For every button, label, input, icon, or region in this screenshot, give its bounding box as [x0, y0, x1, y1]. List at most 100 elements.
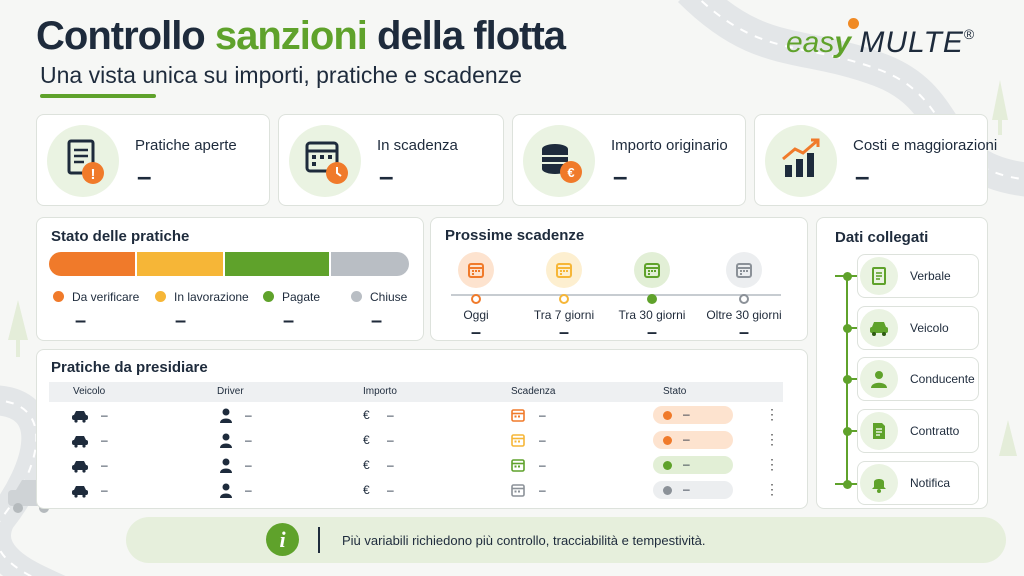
status-bar-segment-da-verificare — [49, 252, 135, 276]
euro-icon: € — [363, 408, 370, 422]
status-badge: – — [653, 431, 733, 449]
more-options-icon[interactable]: ⋮ — [765, 406, 779, 422]
calendar-icon — [511, 409, 525, 422]
person-icon — [220, 433, 232, 448]
prossime-scadenze-panel: Prossime scadenze Oggi – Tra 7 giorni – … — [430, 217, 808, 343]
legend-value: – — [283, 310, 295, 332]
car-icon — [72, 461, 88, 473]
stato-pratiche-panel: Stato delle pratiche Da verificare In la… — [36, 217, 424, 341]
legend-value: – — [175, 310, 187, 332]
person-icon — [220, 483, 232, 498]
deadline-value: – — [558, 322, 569, 342]
kpi-card-importo-originario[interactable]: € Importo originario – — [512, 114, 746, 206]
status-badge: – — [653, 481, 733, 499]
info-footer: i Più variabili richiedono più controllo… — [126, 517, 1006, 563]
calendar-icon — [634, 252, 670, 288]
linked-label: Veicolo — [910, 321, 949, 335]
deadline-label: Oltre 30 giorni — [706, 308, 782, 322]
column-header: Importo — [363, 386, 397, 397]
table-row[interactable]: – – € – – – ⋮ — [49, 454, 783, 478]
deadline-label: Tra 30 giorni — [618, 308, 686, 322]
contract-icon — [860, 412, 898, 450]
car-icon — [72, 411, 88, 423]
bell-icon — [860, 464, 898, 502]
status-badge: – — [653, 456, 733, 474]
deadline-label: Oggi — [463, 308, 489, 322]
section-title: Prossime scadenze — [445, 227, 585, 244]
more-options-icon[interactable]: ⋮ — [765, 431, 779, 447]
section-title: Dati collegati — [835, 229, 929, 246]
footer-divider — [318, 527, 320, 553]
page-subtitle: Una vista unica su importi, pratiche e s… — [40, 62, 522, 88]
status-badge: – — [653, 406, 733, 424]
person-icon — [860, 360, 898, 398]
pratiche-table-panel: Pratiche da presidiare Veicolo Driver Im… — [36, 349, 808, 509]
status-progress-bar — [49, 252, 409, 276]
legend-value: – — [75, 310, 87, 332]
table-row[interactable]: – – € – – – ⋮ — [49, 404, 783, 428]
timeline-line — [451, 294, 781, 296]
kpi-title: In scadenza — [377, 137, 458, 154]
section-title: Pratiche da presidiare — [51, 359, 208, 376]
kpi-card-in-scadenza[interactable]: In scadenza – — [278, 114, 504, 206]
euro-icon: € — [363, 458, 370, 472]
more-options-icon[interactable]: ⋮ — [765, 481, 779, 497]
kpi-value: – — [379, 161, 394, 191]
kpi-card-pratiche-aperte[interactable]: ! Pratiche aperte – — [36, 114, 270, 206]
svg-text:€: € — [567, 165, 574, 180]
kpi-card-costi-maggiorazioni[interactable]: Costi e maggiorazioni – — [754, 114, 997, 206]
deadline-value: – — [738, 322, 749, 342]
kpi-value: – — [613, 161, 628, 191]
dati-collegati-panel: Dati collegati Verbale Veicolo Conducent… — [816, 217, 988, 509]
info-icon: i — [266, 523, 299, 556]
coins-euro-icon: € — [523, 125, 595, 197]
deadline-value: – — [646, 322, 657, 342]
svg-text:!: ! — [91, 166, 96, 183]
linked-contratto[interactable]: Contratto — [857, 409, 979, 453]
column-header: Driver — [217, 386, 244, 397]
linked-label: Verbale — [910, 269, 951, 283]
linked-notifica[interactable]: Notifica — [857, 461, 979, 505]
deadline-30-giorni[interactable]: Tra 30 giorni – — [607, 252, 697, 343]
linked-label: Contratto — [910, 424, 960, 438]
kpi-value: – — [137, 161, 152, 191]
linked-veicolo[interactable]: Veicolo — [857, 306, 979, 350]
legend-value: – — [371, 310, 383, 332]
column-header: Veicolo — [73, 386, 106, 397]
deadline-7-giorni[interactable]: Tra 7 giorni – — [519, 252, 609, 343]
euro-icon: € — [363, 483, 370, 497]
kpi-value: – — [855, 161, 870, 191]
legend-pagate: Pagate — [263, 290, 320, 304]
linked-verbale[interactable]: Verbale — [857, 254, 979, 298]
legend-chiuse: Chiuse — [351, 290, 407, 304]
status-bar-segment-pagate — [225, 252, 329, 276]
column-header: Scadenza — [511, 386, 556, 397]
document-alert-icon: ! — [47, 125, 119, 197]
more-options-icon[interactable]: ⋮ — [765, 456, 779, 472]
deadline-oltre-30-giorni[interactable]: Oltre 30 giorni – — [699, 252, 789, 343]
calendar-icon — [726, 252, 762, 288]
linked-label: Notifica — [910, 476, 951, 490]
calendar-icon — [511, 459, 525, 472]
euro-icon: € — [363, 433, 370, 447]
page-title: Controllo sanzioni della flotta — [36, 14, 566, 58]
calendar-icon — [458, 252, 494, 288]
deadline-value: – — [470, 322, 481, 342]
calendar-clock-icon — [289, 125, 361, 197]
brand-logo: easy MULTE® — [786, 18, 974, 60]
linked-conducente[interactable]: Conducente — [857, 357, 979, 401]
calendar-icon — [546, 252, 582, 288]
linked-label: Conducente — [910, 372, 975, 386]
car-icon — [72, 486, 88, 498]
deadline-label: Tra 7 giorni — [533, 308, 595, 322]
table-row[interactable]: – – € – – – ⋮ — [49, 479, 783, 503]
column-header: Stato — [663, 386, 687, 397]
table-header: Veicolo Driver Importo Scadenza Stato — [49, 382, 783, 402]
legend-in-lavorazione: In lavorazione — [155, 290, 249, 304]
kpi-title: Costi e maggiorazioni — [853, 137, 998, 154]
kpi-title: Pratiche aperte — [135, 137, 237, 154]
table-row[interactable]: – – € – – – ⋮ — [49, 429, 783, 453]
section-title: Stato delle pratiche — [51, 228, 190, 245]
deadline-oggi[interactable]: Oggi – — [431, 252, 521, 343]
rising-chart-icon — [765, 125, 837, 197]
